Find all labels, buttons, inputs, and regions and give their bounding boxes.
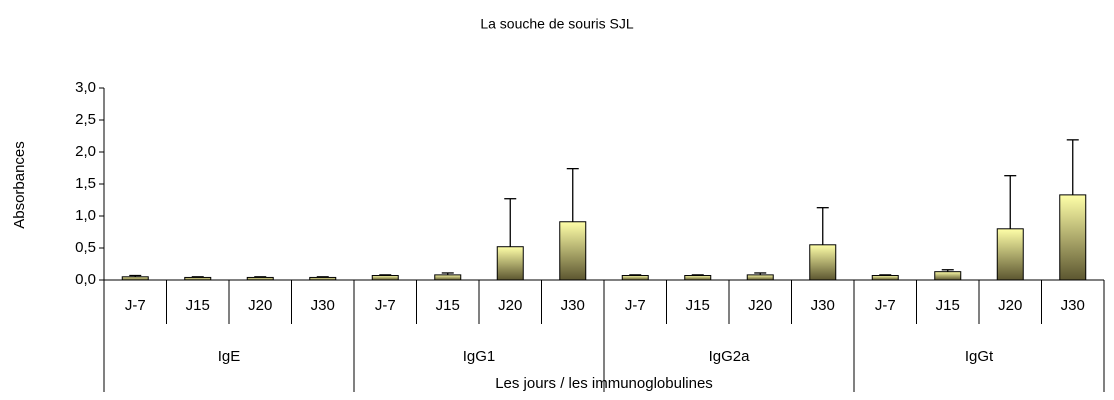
- x-tick-label: J20: [748, 297, 772, 314]
- bar: [309, 276, 337, 281]
- y-tick-label: 0,0: [75, 271, 96, 288]
- bar: [746, 274, 774, 281]
- x-tick-label: J-7: [125, 297, 146, 314]
- bar: [934, 271, 962, 281]
- bar: [559, 221, 587, 281]
- chart-title: La souche de souris SJL: [480, 16, 634, 32]
- y-tick-label: 2,0: [75, 143, 96, 160]
- group-label: IgG1: [463, 348, 496, 365]
- bar: [1059, 194, 1087, 281]
- y-tick-label: 2,5: [75, 111, 96, 128]
- bar: [434, 274, 462, 281]
- x-tick-label: J20: [998, 297, 1022, 314]
- bar: [121, 276, 149, 281]
- bar: [809, 244, 837, 281]
- bar: [496, 246, 524, 281]
- x-tick-label: J-7: [375, 297, 396, 314]
- bar: [871, 275, 899, 281]
- x-tick-label: J15: [936, 297, 960, 314]
- bar: [246, 276, 274, 281]
- bar: [184, 276, 212, 281]
- y-tick-label: 1,0: [75, 207, 96, 224]
- x-tick-label: J30: [311, 297, 335, 314]
- bar: [621, 275, 649, 281]
- group-label: IgGt: [965, 348, 994, 365]
- x-tick-label: J30: [1061, 297, 1085, 314]
- y-axis-title: Absorbances: [11, 141, 28, 229]
- x-tick-label: J20: [498, 297, 522, 314]
- group-label: IgE: [218, 348, 241, 365]
- x-tick-label: J-7: [625, 297, 646, 314]
- x-tick-label: J30: [561, 297, 585, 314]
- y-tick-label: 1,5: [75, 175, 96, 192]
- y-tick-label: 0,5: [75, 239, 96, 256]
- bar: [996, 228, 1024, 281]
- x-tick-label: J20: [248, 297, 272, 314]
- x-tick-label: J30: [811, 297, 835, 314]
- x-tick-label: J-7: [875, 297, 896, 314]
- group-label: IgG2a: [709, 348, 751, 365]
- y-tick-label: 3,0: [75, 79, 96, 96]
- bar: [371, 275, 399, 281]
- x-tick-label: J15: [436, 297, 460, 314]
- bar: [684, 275, 712, 281]
- x-tick-label: J15: [686, 297, 710, 314]
- x-tick-label: J15: [186, 297, 210, 314]
